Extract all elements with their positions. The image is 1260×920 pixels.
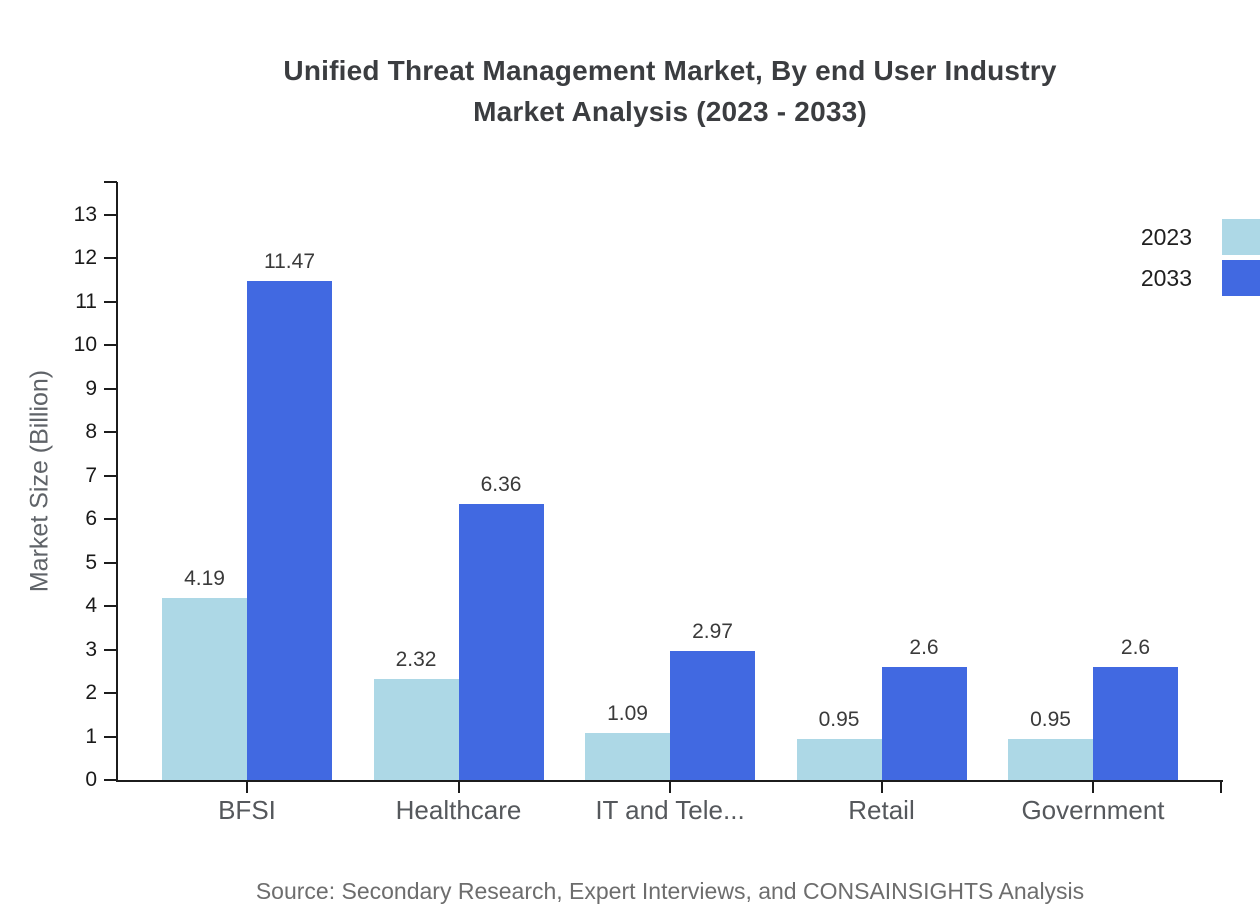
legend-item-2033: 2033 xyxy=(1020,260,1260,296)
value-label-2033-retail: 2.6 xyxy=(909,636,939,659)
bar-2033-bfsi xyxy=(247,281,332,780)
value-label-2023-retail: 0.95 xyxy=(818,707,860,731)
y-axis-tick xyxy=(104,344,117,347)
y-axis-tick xyxy=(104,387,117,390)
x-axis-tick xyxy=(1092,782,1094,793)
y-axis-tick-label: 4 xyxy=(85,594,97,618)
chart-title-line-2: Market Analysis (2023 - 2033) xyxy=(473,96,867,127)
y-axis-tick-label: 1 xyxy=(85,724,97,748)
plot-area: 0 1 2 3 4 5 6 7 8 9 10 11 12 13 BFSI 4.19 11.47 Healthcar… xyxy=(74,181,1223,825)
y-axis-tick xyxy=(104,692,117,695)
y-axis-tick-label: 7 xyxy=(85,463,97,487)
category-label-healthcare: Healthcare xyxy=(395,795,522,825)
y-axis-end-cap xyxy=(104,181,117,183)
value-label-2033-healthcare: 6.36 xyxy=(480,472,522,496)
y-axis-tick xyxy=(104,257,117,260)
value-label-2023-government: 0.95 xyxy=(1030,707,1071,731)
legend-swatch-2023 xyxy=(1222,219,1260,255)
value-label-2033-bfsi: 11.47 xyxy=(264,250,315,274)
bar-2023-retail xyxy=(796,738,882,780)
y-axis-tick xyxy=(104,474,117,477)
bar-2023-healthcare xyxy=(373,679,459,780)
x-axis-tick xyxy=(669,782,671,793)
value-label-2023-healthcare: 2.32 xyxy=(395,648,437,672)
y-axis-tick xyxy=(104,648,117,651)
x-axis-line xyxy=(116,780,1223,782)
x-axis-end-cap xyxy=(1220,782,1222,793)
y-axis-tick-label: 6 xyxy=(85,507,97,531)
legend: 2023 2033 xyxy=(1020,219,1260,301)
y-axis-tick-label: 11 xyxy=(75,289,97,313)
y-axis-tick-label: 13 xyxy=(73,203,97,226)
y-axis-tick-label: 8 xyxy=(85,420,97,444)
bar-2033-government xyxy=(1093,667,1178,780)
y-axis-line xyxy=(116,182,118,782)
y-axis-tick xyxy=(104,735,117,738)
legend-item-2023: 2023 xyxy=(1020,219,1260,255)
y-axis-tick-label: 0 xyxy=(85,768,97,791)
bar-2023-government xyxy=(1008,738,1093,780)
y-axis-tick-label: 10 xyxy=(73,333,97,357)
y-axis-tick-label: 9 xyxy=(85,376,97,400)
x-axis-tick xyxy=(457,782,460,793)
y-axis-tick xyxy=(104,605,117,608)
y-axis-tick-label: 2 xyxy=(85,681,97,705)
y-axis-tick-label: 3 xyxy=(85,637,97,661)
y-axis-tick xyxy=(104,431,117,434)
value-label-2023-bfsi: 4.19 xyxy=(184,566,225,590)
value-label-2023-it-and-tele-: 1.09 xyxy=(607,701,648,725)
source-note: Source: Secondary Research, Expert Inter… xyxy=(255,878,1085,904)
category-label-it-and-tele-: IT and Tele... xyxy=(595,795,745,825)
y-axis-tick xyxy=(104,779,117,781)
x-axis-tick xyxy=(246,782,248,793)
bar-2033-healthcare xyxy=(458,503,544,780)
y-axis-tick xyxy=(104,214,117,216)
category-label-government: Government xyxy=(1021,795,1165,825)
y-axis-tick xyxy=(104,300,117,303)
bar-2023-it-and-tele- xyxy=(585,732,670,780)
legend-label-2033: 2033 xyxy=(1140,264,1192,291)
y-axis-tick xyxy=(104,518,117,521)
x-axis-tick xyxy=(880,782,883,793)
value-label-2033-it-and-tele-: 2.97 xyxy=(692,619,733,643)
y-axis-tick-label: 5 xyxy=(85,550,97,574)
bar-2033-it-and-tele- xyxy=(670,650,755,780)
value-label-2033-government: 2.6 xyxy=(1120,636,1151,659)
bar-2023-bfsi xyxy=(162,597,247,780)
legend-swatch-2033 xyxy=(1222,260,1260,296)
category-label-bfsi: BFSI xyxy=(218,795,276,825)
y-axis-tick xyxy=(104,561,117,564)
y-axis-tick-label: 12 xyxy=(73,246,97,270)
legend-label-2023: 2023 xyxy=(1140,223,1192,250)
category-label-retail: Retail xyxy=(848,795,915,825)
chart-title-line-1: Unified Threat Management Market, By end… xyxy=(283,55,1057,86)
chart-title: Unified Threat Management Market, By end… xyxy=(117,50,1223,132)
bar-2033-retail xyxy=(881,667,967,780)
